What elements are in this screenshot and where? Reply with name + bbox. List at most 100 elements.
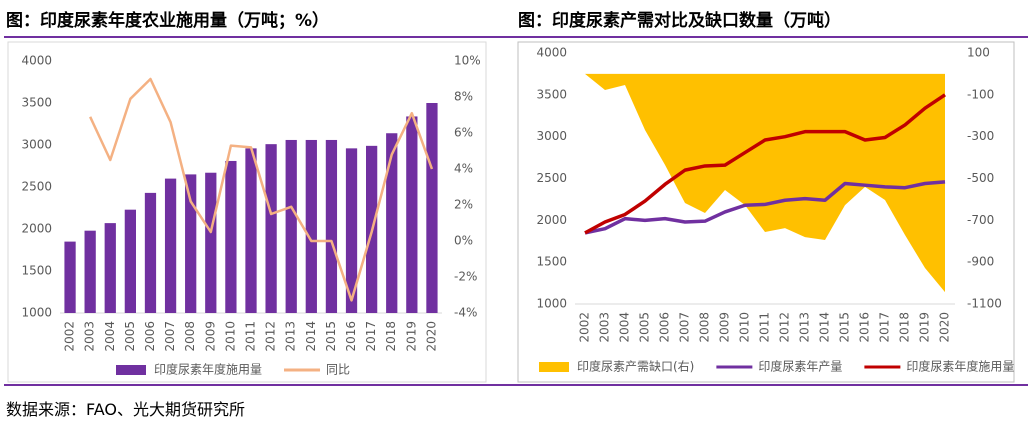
bar (426, 103, 438, 313)
legend-label: 印度尿素年度施用量 (906, 359, 1014, 374)
x-tick-label: 2010 (738, 312, 752, 343)
x-tick-label: 2005 (638, 312, 652, 343)
legend-swatch (539, 362, 569, 372)
x-tick-label: 2008 (183, 321, 197, 352)
bar (164, 178, 177, 313)
chart-title: 图：印度尿素产需对比及缺口数量（万吨） (518, 10, 841, 31)
y2-tick-label: 6% (454, 126, 473, 140)
line (584, 93, 946, 235)
bar (205, 172, 217, 313)
y-tick-label: 2000 (536, 213, 567, 227)
x-tick-label: 2009 (718, 312, 732, 343)
bar (104, 223, 116, 313)
x-tick-label: 2012 (264, 321, 278, 352)
x-tick-label: 2013 (284, 321, 298, 352)
legend-label: 印度尿素年产量 (758, 359, 842, 374)
x-tick-label: 2016 (344, 321, 358, 352)
x-tick-label: 2002 (63, 321, 77, 352)
x-tick-label: 2019 (404, 321, 418, 352)
area (585, 73, 945, 293)
x-tick-label: 2011 (244, 321, 258, 352)
y-tick-label: 1500 (536, 255, 567, 269)
y-tick-label: 4000 (536, 46, 567, 60)
y-tick-label: 4000 (21, 54, 52, 68)
y-tick-label: 2000 (21, 222, 52, 236)
legend-swatch (116, 365, 146, 375)
x-tick-label: 2005 (123, 321, 137, 352)
y-tick-label: 3500 (536, 87, 567, 101)
y-tick-label: 1000 (21, 306, 52, 320)
x-tick-label: 2020 (938, 312, 952, 343)
y2-tick-label: 0% (454, 234, 473, 248)
x-tick-label: 2018 (898, 312, 912, 343)
x-tick-label: 2003 (598, 312, 612, 343)
y2-tick-label: 10% (454, 54, 481, 68)
legend-label: 印度尿素年度施用量 (154, 362, 262, 377)
y2-tick-label: -500 (967, 171, 994, 185)
bar (245, 148, 257, 313)
bar (64, 241, 76, 313)
y-tick-label: 2500 (21, 180, 52, 194)
source-note: 数据来源：FAO、光大期货研究所 (6, 400, 245, 419)
y2-tick-label: 2% (454, 198, 473, 212)
y2-tick-label: -300 (967, 129, 994, 143)
bar (325, 139, 338, 313)
y-tick-label: 3500 (21, 96, 52, 110)
bar (305, 139, 317, 313)
x-tick-label: 2017 (364, 321, 378, 352)
y2-tick-label: -700 (967, 213, 994, 227)
y2-tick-label: -1100 (967, 297, 1002, 311)
x-tick-label: 2004 (103, 321, 117, 352)
bar (386, 133, 398, 313)
y2-tick-label: -2% (454, 270, 477, 284)
legend-label: 印度尿素产需缺口(右) (577, 359, 694, 374)
y-tick-label: 1500 (21, 264, 52, 278)
bar (265, 144, 277, 313)
x-tick-label: 2017 (878, 312, 892, 343)
bar (345, 148, 358, 313)
y2-tick-label: -900 (967, 255, 994, 269)
x-tick-label: 2015 (838, 312, 852, 343)
x-tick-label: 2015 (324, 321, 338, 352)
y-tick-label: 3000 (536, 129, 567, 143)
x-tick-label: 2002 (578, 312, 592, 343)
x-tick-label: 2010 (223, 321, 237, 352)
x-tick-label: 2019 (918, 312, 932, 343)
bar (84, 230, 96, 313)
panel-border (7, 41, 487, 383)
line (89, 77, 434, 302)
x-tick-label: 2006 (658, 312, 672, 343)
y-tick-label: 2500 (536, 171, 567, 185)
line (584, 180, 946, 235)
chart-title: 图：印度尿素年度农业施用量（万吨；%） (6, 10, 329, 31)
x-tick-label: 2014 (818, 312, 832, 343)
x-tick-label: 2020 (424, 321, 438, 352)
x-tick-label: 2007 (678, 312, 692, 343)
x-tick-label: 2012 (778, 312, 792, 343)
y2-tick-label: -4% (454, 306, 477, 320)
bar (225, 160, 237, 313)
x-tick-label: 2009 (203, 321, 217, 352)
x-tick-label: 2016 (858, 312, 872, 343)
bar (124, 209, 136, 313)
x-tick-label: 2014 (304, 321, 318, 352)
y2-tick-label: 100 (967, 46, 990, 60)
x-tick-label: 2007 (163, 321, 177, 352)
x-tick-label: 2011 (758, 312, 772, 343)
y2-tick-label: 4% (454, 162, 473, 176)
x-tick-label: 2003 (83, 321, 97, 352)
legend-label: 同比 (326, 363, 350, 377)
bar (406, 116, 418, 313)
x-tick-label: 2004 (618, 312, 632, 343)
y2-tick-label: 8% (454, 90, 473, 104)
bar (144, 192, 157, 313)
x-tick-label: 2008 (698, 312, 712, 343)
x-tick-label: 2013 (798, 312, 812, 343)
y-tick-label: 1000 (536, 297, 567, 311)
panel-border (517, 41, 1015, 383)
bar (185, 174, 197, 313)
y2-tick-label: -100 (967, 87, 994, 101)
x-tick-label: 2018 (384, 321, 398, 352)
bar (285, 139, 297, 313)
